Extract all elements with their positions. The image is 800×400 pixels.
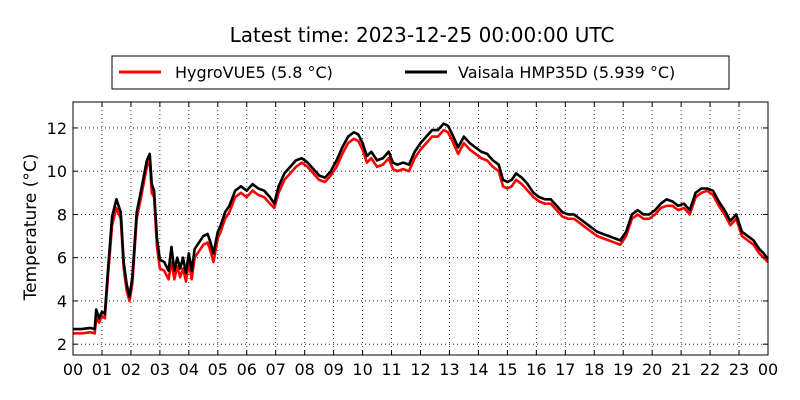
y-tick-label: 2 — [57, 335, 67, 354]
series-line-1 — [73, 122, 770, 331]
legend-label-0: HygroVUE5 (5.8 °C) — [175, 63, 333, 82]
x-tick-label: 17 — [555, 360, 575, 379]
x-tick-label: 18 — [584, 360, 604, 379]
x-tick-label: 03 — [150, 360, 170, 379]
y-axis-label: Temperature (°C) — [21, 154, 41, 302]
x-tick-label: 12 — [410, 360, 430, 379]
plot-frame — [72, 101, 769, 356]
y-tick-labels: 2 4 6 8 10 12 — [47, 119, 67, 354]
x-tick-labels: 00 01 02 03 04 05 06 07 08 09 10 11 12 13 14 15 16 17 18 19… — [63, 360, 778, 379]
x-tick-label: 01 — [92, 360, 112, 379]
y-tick-label: 10 — [47, 162, 67, 181]
x-tick-label: 00 — [758, 360, 778, 379]
y-tick-label: 4 — [57, 292, 67, 311]
x-tick-label: 19 — [613, 360, 633, 379]
x-tick-label: 08 — [294, 360, 314, 379]
x-tick-label: 15 — [497, 360, 517, 379]
ticks — [72, 102, 769, 355]
x-tick-label: 11 — [381, 360, 401, 379]
x-tick-label: 07 — [266, 360, 286, 379]
x-tick-label: 16 — [526, 360, 546, 379]
y-tick-label: 12 — [47, 119, 67, 138]
x-tick-label: 02 — [121, 360, 141, 379]
y-tick-label: 8 — [57, 205, 67, 224]
x-tick-label: 00 — [63, 360, 83, 379]
grid — [73, 102, 768, 355]
x-tick-label: 05 — [208, 360, 228, 379]
x-tick-label: 20 — [642, 360, 662, 379]
y-tick-label: 6 — [57, 249, 67, 268]
x-tick-label: 10 — [352, 360, 372, 379]
x-tick-label: 14 — [468, 360, 488, 379]
chart-title: Latest time: 2023-12-25 00:00:00 UTC — [230, 23, 615, 47]
x-tick-label: 22 — [700, 360, 720, 379]
x-tick-label: 04 — [179, 360, 199, 379]
x-tick-label: 09 — [323, 360, 343, 379]
legend: HygroVUE5 (5.8 °C) Vaisala HMP35D (5.939… — [111, 55, 730, 90]
x-tick-label: 06 — [237, 360, 257, 379]
series-layer — [73, 122, 770, 335]
legend-label-1: Vaisala HMP35D (5.939 °C) — [458, 63, 675, 82]
x-tick-label: 23 — [729, 360, 749, 379]
x-tick-label: 21 — [671, 360, 691, 379]
x-tick-label: 13 — [439, 360, 459, 379]
